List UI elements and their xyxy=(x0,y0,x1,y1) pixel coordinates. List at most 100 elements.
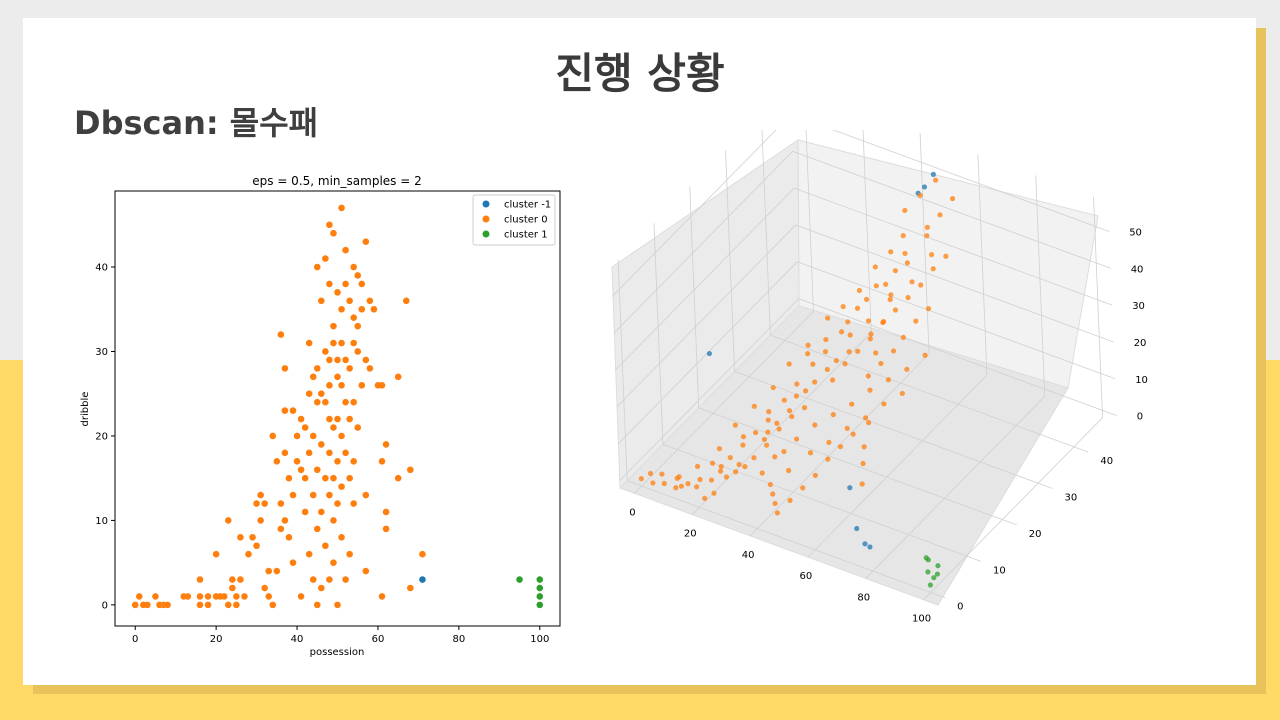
data-point xyxy=(144,601,151,609)
data-point xyxy=(873,283,879,289)
data-point xyxy=(394,373,402,381)
data-point xyxy=(794,381,800,387)
wall-grid-line xyxy=(725,150,735,372)
data-point xyxy=(800,485,806,491)
data-point xyxy=(419,550,426,558)
floor-grid-line xyxy=(770,334,1089,453)
data-point xyxy=(862,541,868,547)
data-point xyxy=(309,576,317,583)
data-point xyxy=(281,449,289,457)
data-point xyxy=(765,429,771,435)
data-point xyxy=(844,425,850,431)
data-point xyxy=(233,593,240,600)
data-point xyxy=(342,398,349,406)
data-point xyxy=(326,449,333,457)
wall-grid-line xyxy=(619,298,799,481)
data-point xyxy=(694,463,701,469)
data-point xyxy=(402,297,410,305)
data-point xyxy=(890,348,897,354)
data-point xyxy=(350,263,357,271)
data-point xyxy=(850,431,856,437)
data-point xyxy=(881,401,887,407)
data-point xyxy=(326,381,333,389)
data-point xyxy=(293,432,301,440)
data-point xyxy=(289,407,297,414)
data-point xyxy=(322,474,329,482)
data-point xyxy=(904,366,910,372)
data-point xyxy=(934,571,941,577)
data-point xyxy=(204,593,212,600)
data-point xyxy=(702,495,708,501)
scatter-chart-3d: 0 20 40 60 80 100 0 10 20 30 40 0 10 20 30 40 50 xyxy=(611,130,1148,625)
data-point xyxy=(863,296,870,302)
data-point xyxy=(354,322,362,330)
data-point xyxy=(184,593,192,600)
data-point xyxy=(330,474,337,482)
data-point xyxy=(350,398,357,406)
data-point xyxy=(378,457,386,465)
data-point xyxy=(723,474,730,480)
y-tick-label: 30 xyxy=(95,347,108,358)
x-tick-label: 40 xyxy=(742,550,755,561)
wall-grid-line xyxy=(613,151,793,334)
y-axis-ticks: 0 10 20 30 40 xyxy=(957,456,1113,613)
x-tick-label: 20 xyxy=(684,529,697,540)
wall-grid-line xyxy=(761,130,771,336)
data-point xyxy=(281,365,289,372)
data-point xyxy=(309,373,317,381)
data-point xyxy=(269,432,277,440)
data-point xyxy=(854,525,860,532)
data-point xyxy=(718,463,724,470)
data-point xyxy=(902,207,908,214)
data-point xyxy=(772,500,778,507)
y-tick-label: 30 xyxy=(1065,493,1078,504)
data-point xyxy=(825,456,831,462)
data-point xyxy=(925,557,931,563)
data-point xyxy=(318,441,325,448)
data-point xyxy=(887,296,893,303)
data-point xyxy=(845,319,851,325)
data-point xyxy=(711,490,717,496)
data-point xyxy=(751,403,757,409)
data-point xyxy=(892,307,899,313)
floor-grid-line xyxy=(698,407,1017,526)
y-tick-label: 40 xyxy=(1100,456,1113,467)
data-point xyxy=(224,517,232,524)
data-point xyxy=(763,442,770,448)
data-point xyxy=(334,356,341,364)
data-point xyxy=(330,339,337,347)
data-point xyxy=(289,559,297,566)
data-point xyxy=(913,318,919,324)
data-point xyxy=(407,466,414,474)
floor-grid-line xyxy=(691,332,872,515)
data-point xyxy=(135,593,143,600)
z-axis-ticks: 0 10 20 30 40 50 xyxy=(1129,227,1148,422)
data-point xyxy=(196,593,204,600)
data-point xyxy=(829,377,836,383)
data-point xyxy=(326,280,333,288)
data-point xyxy=(647,470,654,477)
data-point xyxy=(362,356,370,364)
data-point xyxy=(322,348,329,355)
wall-grid-line xyxy=(617,259,628,481)
data-point xyxy=(289,491,297,499)
data-point xyxy=(237,534,244,541)
data-point xyxy=(810,361,816,367)
data-point xyxy=(855,348,861,354)
scatter-chart-2d: eps = 0.5, min_samples = 2 0 20 40 60 80 100 … xyxy=(80,174,561,658)
wall-grid-line xyxy=(832,130,1110,232)
x-axis-ticks: 0 20 40 60 80 100 xyxy=(629,507,931,624)
data-point xyxy=(740,442,746,448)
data-point xyxy=(265,567,273,575)
data-point xyxy=(281,407,289,414)
data-point xyxy=(904,260,910,266)
data-point xyxy=(265,593,273,600)
x-axis-ticks: 0 20 40 60 80 100 xyxy=(132,626,549,645)
data-point xyxy=(241,593,248,600)
data-point xyxy=(313,466,321,474)
data-point xyxy=(301,508,309,516)
data-point xyxy=(830,411,836,418)
data-point xyxy=(930,171,936,177)
legend-box xyxy=(472,194,556,246)
data-point xyxy=(350,314,357,321)
